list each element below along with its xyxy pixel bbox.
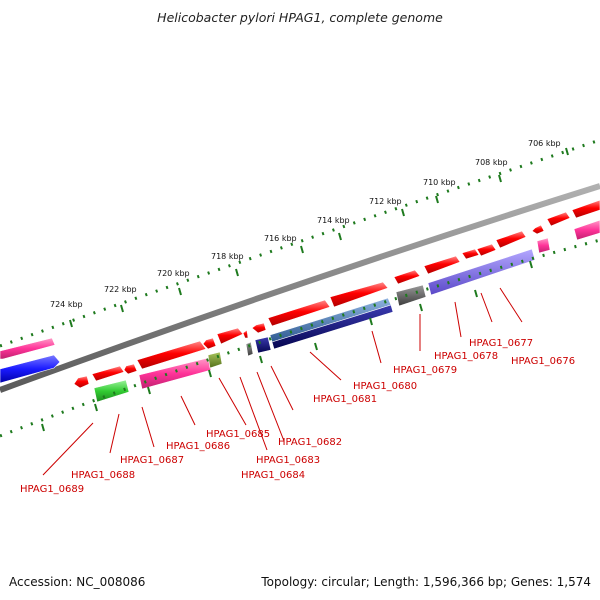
gene-arrow <box>267 299 331 327</box>
gene-arrow <box>202 337 217 350</box>
gene-label: HPAG1_0685 <box>206 429 270 440</box>
scale-major-ticks <box>69 147 569 328</box>
gene-label: HPAG1_0680 <box>353 381 417 392</box>
gene-label: HPAG1_0682 <box>278 437 342 448</box>
gene-label: HPAG1_0689 <box>20 484 84 495</box>
scale-labels: 706 kbp 708 kbp 710 kbp 712 kbp 714 kbp … <box>50 139 561 309</box>
gene-arrow <box>251 322 267 334</box>
gene-label: HPAG1_0687 <box>120 455 184 466</box>
accession-text: Accession: NC_008086 <box>9 575 145 589</box>
scale-label: 714 kbp <box>317 216 350 225</box>
gene-arrow <box>91 365 125 382</box>
feature-block <box>395 284 427 307</box>
gene-label: HPAG1_0683 <box>256 455 320 466</box>
feature-block <box>93 379 130 403</box>
forward-strand-genes <box>0 199 600 389</box>
scale-label: 720 kbp <box>157 269 190 278</box>
feature-block <box>271 304 394 350</box>
feature-block <box>245 341 254 357</box>
gene-labels: HPAG1_0676 HPAG1_0677 HPAG1_0678 HPAG1_0… <box>20 338 575 495</box>
scale-label: 716 kbp <box>264 234 297 243</box>
gene-arrow <box>393 269 421 285</box>
scale-label: 706 kbp <box>528 139 561 148</box>
feature-block <box>207 351 223 369</box>
gene-label: HPAG1_0676 <box>511 356 575 367</box>
feature-block <box>0 354 61 384</box>
gene-label: HPAG1_0679 <box>393 365 457 376</box>
map-title: Helicobacter pylori HPAG1, complete geno… <box>157 10 443 25</box>
feature-block <box>427 248 536 296</box>
gene-arrow <box>242 329 249 339</box>
gene-arrow <box>476 243 497 257</box>
genome-backbone <box>0 183 600 393</box>
gene-label: HPAG1_0688 <box>71 470 135 481</box>
gene-label: HPAG1_0677 <box>469 338 533 349</box>
genome-summary-text: Topology: circular; Length: 1,596,366 bp… <box>260 575 591 589</box>
label-leader-lines <box>42 287 523 476</box>
feature-block <box>254 336 272 354</box>
scale-label: 712 kbp <box>369 197 402 206</box>
gene-label: HPAG1_0686 <box>166 441 230 452</box>
inner-ruler-ticks <box>41 260 533 432</box>
gene-arrow <box>123 363 138 375</box>
feature-block <box>138 357 212 390</box>
gene-arrow <box>329 281 389 308</box>
scale-label: 708 kbp <box>475 158 508 167</box>
scale-label: 710 kbp <box>423 178 456 187</box>
gene-label: HPAG1_0681 <box>313 394 377 405</box>
gene-arrow <box>423 255 461 275</box>
gene-arrow <box>216 327 244 345</box>
scale-ruler-outer <box>0 138 600 348</box>
scale-label: 724 kbp <box>50 300 83 309</box>
gene-arrow <box>0 337 56 360</box>
gene-arrow <box>546 211 571 227</box>
gene-label: HPAG1_0678 <box>434 351 498 362</box>
gene-arrow <box>495 230 527 249</box>
feature-block <box>536 237 551 254</box>
gene-arrow <box>73 375 90 389</box>
scale-label: 718 kbp <box>211 252 244 261</box>
gene-arrow <box>531 224 545 235</box>
gene-label: HPAG1_0684 <box>241 470 305 481</box>
feature-block <box>573 219 600 241</box>
gene-arrow <box>136 340 207 370</box>
gene-arrow <box>461 248 480 260</box>
gene-arrow <box>571 199 600 219</box>
scale-label: 722 kbp <box>104 285 137 294</box>
